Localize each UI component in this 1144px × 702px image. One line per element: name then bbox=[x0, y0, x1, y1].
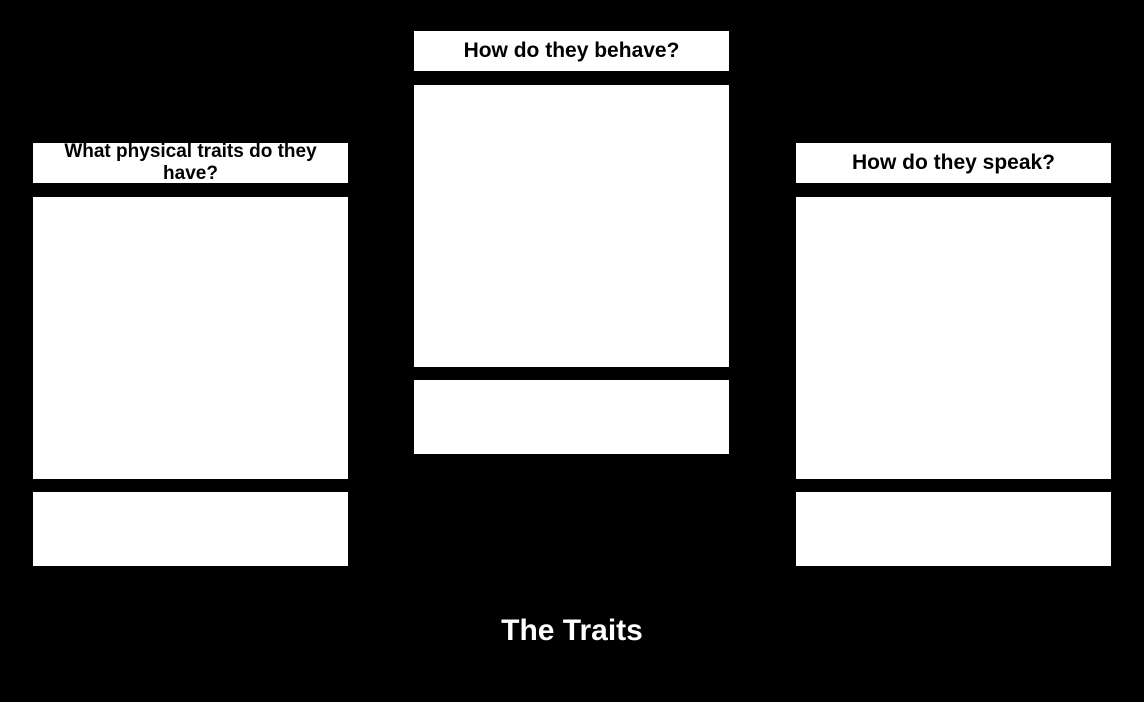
column-right-slot bbox=[796, 492, 1111, 566]
column-center-slot bbox=[414, 380, 729, 454]
column-right-header: How do they speak? bbox=[796, 143, 1111, 183]
column-left-slot bbox=[33, 492, 348, 566]
page-title: The Traits bbox=[0, 614, 1144, 648]
column-left-panel bbox=[33, 197, 348, 479]
column-center-panel bbox=[414, 85, 729, 367]
column-center-header: How do they behave? bbox=[414, 31, 729, 71]
column-right-panel bbox=[796, 197, 1111, 479]
column-left-header: What physical traits do they have? bbox=[33, 143, 348, 183]
